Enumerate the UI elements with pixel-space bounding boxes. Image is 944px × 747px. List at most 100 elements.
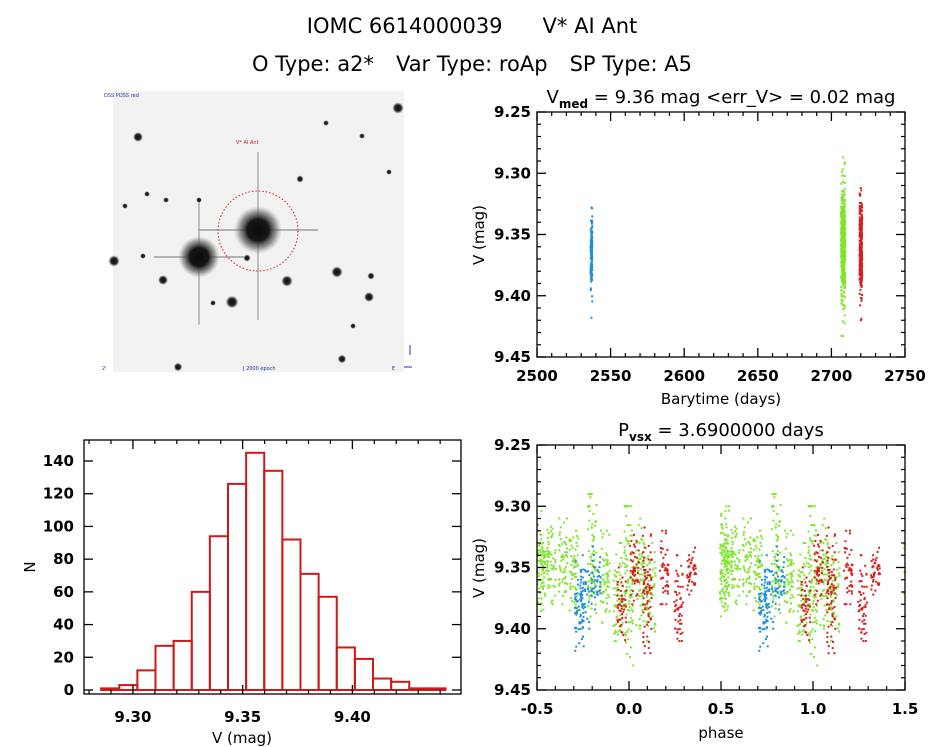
phase-curve-point — [829, 603, 832, 606]
phase-curve-point — [625, 537, 628, 540]
phase-curve-point — [662, 556, 665, 559]
phase-curve-point — [576, 600, 579, 603]
phase-curve-point — [832, 611, 835, 614]
light-curve-point — [858, 243, 861, 246]
phase-curve-point — [630, 630, 633, 633]
phase-curve-point — [827, 592, 830, 595]
light-curve-point — [859, 193, 862, 196]
light-curve-point — [840, 235, 843, 238]
light-curve-point — [842, 212, 845, 215]
phase-curve-point — [744, 556, 747, 559]
phase-curve-point — [725, 586, 728, 589]
phase-curve-point — [574, 596, 577, 599]
histogram-bar — [100, 687, 121, 691]
phase-curve-point — [742, 584, 745, 587]
phase-curve-point — [545, 563, 548, 566]
light-curve-point — [841, 281, 844, 284]
phase-curve-point — [823, 604, 826, 607]
phase-curve-point — [618, 562, 621, 565]
phase-curve-point — [643, 625, 646, 628]
phase-curve-point — [647, 544, 650, 547]
phase-curve-point — [723, 558, 726, 561]
phase-curve-point — [749, 582, 752, 585]
phase-curve-point — [798, 587, 801, 590]
phase-curve-point — [647, 613, 650, 616]
phase-curve-point — [734, 567, 737, 570]
object-id: IOMC 6614000039 — [306, 14, 503, 38]
phase-curve-point — [808, 580, 811, 583]
phase-curve-point — [742, 578, 745, 581]
light-curve-point — [861, 225, 864, 228]
phase-curve-point — [621, 576, 624, 579]
phase-curve-point — [686, 559, 689, 562]
y-tick-label: 9.40 — [494, 620, 531, 638]
phase-curve-point — [643, 526, 646, 529]
phase-curve-point — [815, 603, 818, 606]
light-curve-point — [843, 188, 846, 191]
phase-curve-point — [747, 568, 750, 571]
phase-curve-point — [771, 580, 774, 583]
phase-curve-point — [566, 562, 569, 565]
phase-curve-point — [761, 605, 764, 608]
phase-curve-point — [590, 607, 593, 610]
star — [364, 292, 374, 302]
phase-curve-point — [801, 584, 804, 587]
phase-curve-point — [817, 545, 820, 548]
phase-curve-point — [558, 531, 561, 534]
phase-curve-point — [569, 582, 572, 585]
x-tick-label: 2650 — [737, 367, 779, 385]
phase-curve-point — [647, 640, 650, 643]
phase-curve-point — [727, 509, 730, 512]
phase-curve-point — [837, 622, 840, 625]
phase-curve-point — [621, 606, 624, 609]
y-tick-label: 9.30 — [494, 497, 531, 515]
phase-curve-point — [763, 587, 766, 590]
phase-curve-point — [620, 624, 623, 627]
phase-curve-point — [666, 592, 669, 595]
phase-curve-point — [680, 614, 683, 617]
phase-curve-point — [617, 630, 620, 633]
phase-curve-point — [628, 585, 631, 588]
phase-curve-point — [542, 560, 545, 563]
phase-curve-point — [767, 588, 770, 591]
phase-curve-point — [789, 581, 792, 584]
phase-curve-point — [826, 597, 829, 600]
phase-curve-point — [647, 558, 650, 561]
phase-curve-point — [594, 603, 597, 606]
phase-curve-point — [642, 580, 645, 583]
phase-curve-point — [832, 591, 835, 594]
phase-curve-point — [819, 556, 822, 559]
phase-curve-point — [831, 624, 834, 627]
phase-curve-point — [827, 625, 830, 628]
phase-curve-point — [541, 564, 544, 567]
phase-curve-point — [640, 595, 643, 598]
phase-curve-point — [834, 533, 837, 536]
phase-curve-point — [594, 578, 597, 581]
phase-curve-point — [584, 589, 587, 592]
phase-curve-point — [811, 542, 814, 545]
phase-curve-point — [774, 602, 777, 605]
phase-curve-point — [550, 601, 553, 604]
phase-curve-point — [648, 586, 651, 589]
phase-curve-point — [816, 573, 819, 576]
light-curve-point — [591, 300, 594, 303]
phase-curve-point — [640, 563, 643, 566]
phase-curve-point — [577, 578, 580, 581]
phase-curve-point — [775, 539, 778, 542]
phase-curve-point — [592, 535, 595, 538]
phase-curve-point — [844, 564, 847, 567]
phase-curve-point — [646, 591, 649, 594]
phase-curve-point — [653, 622, 656, 625]
phase-curve-point — [541, 582, 544, 585]
phase-curve-point — [593, 596, 596, 599]
phase-curve-point — [693, 563, 696, 566]
light-curve-point — [859, 245, 862, 248]
phase-curve-point — [543, 553, 546, 556]
phase-curve-point — [812, 655, 815, 658]
phase-curve-point — [664, 532, 667, 535]
phase-curve-point — [743, 537, 746, 540]
phase-curve-point — [629, 646, 632, 649]
phase-curve-point — [784, 529, 787, 532]
light-curve-point — [842, 156, 845, 159]
phase-curve-point — [628, 600, 631, 603]
